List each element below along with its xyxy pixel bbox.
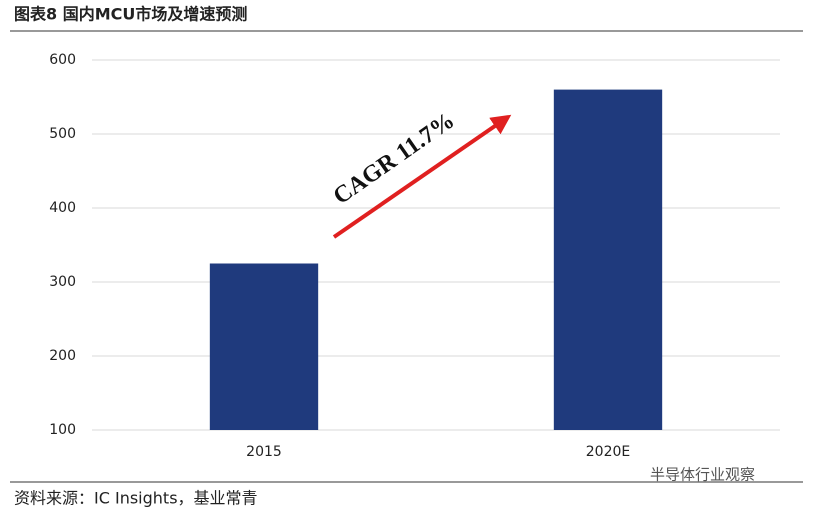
x-tick-label: 2015: [246, 444, 282, 460]
y-tick-label: 300: [49, 274, 76, 290]
y-tick-label: 400: [49, 200, 76, 216]
cagr-arrow: [332, 114, 512, 239]
watermark: 半导体行业观察: [650, 466, 755, 484]
y-tick-label: 200: [49, 348, 76, 364]
y-tick-label: 600: [49, 52, 76, 68]
source-note: 资料来源：IC Insights，基业常青: [14, 489, 258, 508]
x-tick-label: 2020E: [586, 444, 630, 460]
y-tick-label: 500: [49, 126, 76, 142]
chart-title: 图表8 国内MCU市场及增速预测: [14, 5, 247, 24]
y-tick-label: 100: [49, 422, 76, 438]
bar: [209, 263, 319, 430]
bar: [553, 89, 663, 430]
